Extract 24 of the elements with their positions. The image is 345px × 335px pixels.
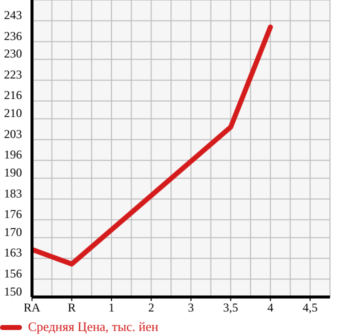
- y-tick-label: 203: [4, 126, 22, 141]
- y-tick-label: 236: [4, 28, 22, 43]
- x-tick-label: R: [68, 300, 76, 315]
- y-tick-label: 156: [4, 266, 22, 280]
- x-tick-label: RA: [24, 300, 41, 315]
- y-tick-label: 170: [4, 224, 22, 239]
- y-tick-label: 230: [4, 46, 22, 61]
- x-tick-label: 3: [188, 300, 194, 315]
- x-tick-label: 4: [267, 300, 274, 315]
- x-tick-label: 3,5: [223, 300, 238, 315]
- y-tick-label: 210: [4, 106, 22, 120]
- y-tick-label: 190: [4, 165, 22, 180]
- y-tick-label: 216: [4, 88, 22, 102]
- y-tick-label: 163: [4, 246, 22, 260]
- y-tick-label: 243: [4, 8, 22, 22]
- legend-label: Средняя Цена, тыс. йен: [28, 319, 158, 335]
- y-tick-label: 196: [4, 148, 22, 162]
- y-tick-label: 223: [4, 67, 22, 82]
- x-tick-label: 1: [108, 300, 114, 315]
- x-tick-label: 4,5: [302, 300, 318, 315]
- y-tick-label: 183: [4, 186, 22, 200]
- x-tick-label: 2: [148, 300, 154, 315]
- y-tick-label: 176: [4, 207, 22, 222]
- y-tick-label: 150: [4, 284, 22, 298]
